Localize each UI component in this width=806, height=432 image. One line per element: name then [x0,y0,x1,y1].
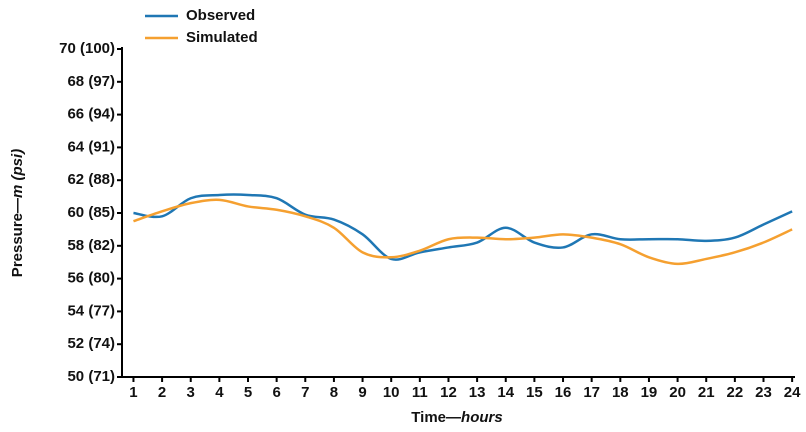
y-tick-label: 50 (71) [67,368,115,385]
y-tick-label: 62 (88) [67,171,115,188]
y-tick-label: 58 (82) [67,237,115,254]
x-tick-label: 22 [727,384,744,401]
x-tick-label: 3 [187,384,195,401]
y-tick-label: 60 (85) [67,204,115,221]
x-tick-label: 8 [330,384,338,401]
x-tick-label: 18 [612,384,629,401]
x-tick-label: 15 [526,384,543,401]
x-tick-label: 24 [784,384,801,401]
x-tick-label: 16 [555,384,572,401]
x-tick-label: 17 [583,384,600,401]
y-tick-label: 52 (74) [67,335,115,352]
x-tick-label: 23 [755,384,772,401]
x-tick-label: 21 [698,384,715,401]
y-tick-label: 70 (100) [59,40,115,57]
x-tick-label: 5 [244,384,252,401]
x-tick-label: 11 [412,384,428,401]
legend-label: Simulated [186,29,258,46]
x-tick-label: 10 [383,384,400,401]
x-title-unit: hours [461,409,503,426]
line-series [133,198,793,266]
y-title-main: Pressure— [9,198,26,277]
x-tick-label: 13 [469,384,486,401]
y-tick-label: 64 (91) [67,138,115,155]
y-tick-label: 66 (94) [67,106,115,123]
x-tick-label: 14 [497,384,514,401]
y-tick-label: 68 (97) [67,73,115,90]
x-tick-label: 1 [129,384,137,401]
x-tick-label: 9 [358,384,366,401]
x-title-main: Time— [411,409,461,426]
x-tick-label: 4 [215,384,224,401]
x-tick-label: 20 [669,384,686,401]
x-tick-label: 2 [158,384,166,401]
x-tick-label: 19 [641,384,658,401]
x-tick-label: 12 [440,384,457,401]
legend-label: Observed [186,7,255,24]
y-tick-label: 54 (77) [67,302,115,319]
y-axis-title: Pressure—m (psi) [9,149,26,277]
line-series [133,193,793,261]
x-tick-label: 6 [272,384,280,401]
x-tick-label: 7 [301,384,309,401]
x-axis-title: Time—hours [411,409,502,426]
y-tick-label: 56 (80) [67,270,115,287]
y-title-unit: m (psi) [9,149,26,198]
